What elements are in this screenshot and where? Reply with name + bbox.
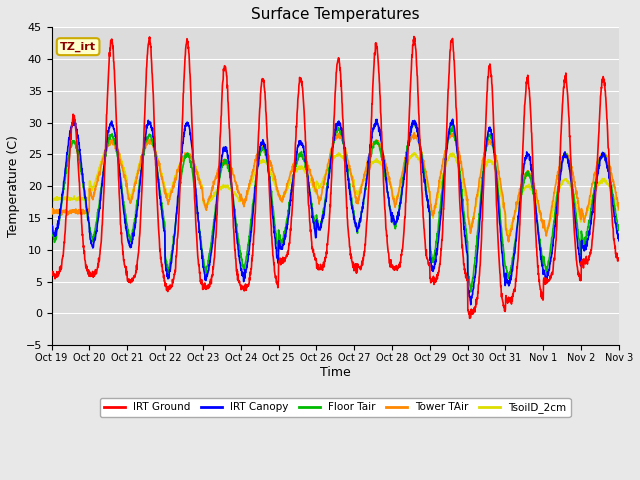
Legend: IRT Ground, IRT Canopy, Floor Tair, Tower TAir, TsoilD_2cm: IRT Ground, IRT Canopy, Floor Tair, Towe… [100,398,570,417]
Floor Tair [206,249,214,254]
Floor Tair [48,225,56,230]
Y-axis label: Temperature (C): Temperature (C) [7,135,20,237]
Floor Tair [581,234,589,240]
IRT Canopy [449,116,456,122]
Floor Tair [409,119,417,125]
TsoilD_2cm [581,213,589,218]
X-axis label: Time: Time [320,366,351,379]
IRT Ground [615,257,623,263]
IRT Ground [565,121,573,127]
IRT Ground [500,308,508,314]
Line: TsoilD_2cm: TsoilD_2cm [52,141,619,234]
Line: IRT Canopy: IRT Canopy [52,119,619,305]
Tower TAir [48,208,56,214]
IRT Canopy [565,166,573,171]
Title: Surface Temperatures: Surface Temperatures [251,7,420,22]
TsoilD_2cm [107,138,115,144]
Line: Tower TAir: Tower TAir [52,133,619,242]
Floor Tair [364,171,372,177]
IRT Canopy [48,223,56,229]
Tower TAir [615,206,623,212]
Floor Tair [352,222,360,228]
Line: IRT Ground: IRT Ground [52,36,619,318]
IRT Ground [466,315,474,321]
TsoilD_2cm [565,181,573,187]
IRT Canopy [581,244,589,250]
IRT Ground [206,280,214,286]
IRT Canopy [364,165,372,170]
TsoilD_2cm [500,208,508,214]
TsoilD_2cm [48,194,56,200]
Floor Tair [467,289,475,295]
Floor Tair [500,259,508,264]
TsoilD_2cm [206,199,214,204]
Tower TAir [500,206,508,212]
IRT Ground [410,34,418,39]
Tower TAir [505,239,513,245]
IRT Ground [364,199,372,204]
Floor Tair [615,228,623,233]
IRT Canopy [615,238,623,244]
Tower TAir [581,216,589,221]
IRT Ground [352,261,360,267]
Line: Floor Tair: Floor Tair [52,122,619,292]
IRT Ground [581,258,589,264]
Tower TAir [565,159,573,165]
TsoilD_2cm [352,189,360,194]
IRT Canopy [206,258,214,264]
TsoilD_2cm [615,206,623,212]
Tower TAir [410,130,418,136]
Tower TAir [364,155,372,161]
IRT Ground [48,270,56,276]
Text: TZ_irt: TZ_irt [60,42,96,52]
Tower TAir [352,195,360,201]
Tower TAir [206,195,214,201]
TsoilD_2cm [505,231,513,237]
TsoilD_2cm [364,167,372,173]
IRT Canopy [467,302,475,308]
IRT Canopy [500,275,508,281]
Floor Tair [565,162,573,168]
IRT Canopy [352,224,360,229]
